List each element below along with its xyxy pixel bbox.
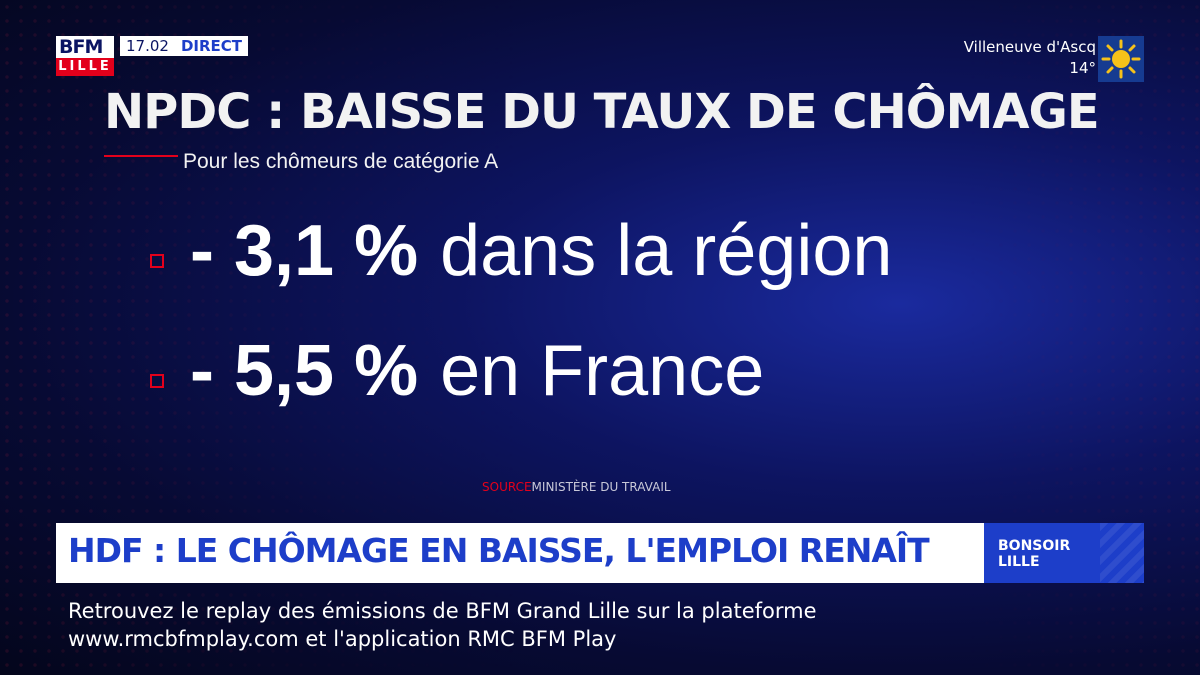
- show-tag-decoration: [1100, 523, 1144, 583]
- live-badge: DIRECT: [174, 37, 249, 55]
- stat-row-france: - 5,5 % en France: [150, 330, 764, 412]
- weather-temperature: 14°: [1069, 59, 1096, 77]
- bullet-square-icon: [150, 374, 164, 388]
- slide-title: NPDC : BAISSE DU TAUX DE CHÔMAGE: [104, 84, 1100, 140]
- slide-subtitle: Pour les chômeurs de catégorie A: [183, 150, 499, 173]
- channel-logo-text: BFM: [56, 36, 114, 58]
- stat-value: - 3,1 %: [190, 211, 419, 291]
- title-divider: [104, 155, 178, 157]
- weather-city: Villeneuve d'Ascq: [963, 38, 1096, 56]
- ticker-line-1: Retrouvez le replay des émissions de BFM…: [68, 599, 817, 623]
- weather-widget: Villeneuve d'Ascq 14°: [964, 38, 1096, 77]
- bullet-square-icon: [150, 254, 164, 268]
- stat-label: en France: [440, 331, 765, 411]
- show-name: BONSOIR LILLE: [998, 538, 1071, 570]
- ticker-line-2: www.rmcbfmplay.com et l'application RMC …: [68, 627, 617, 651]
- stat-row-region: - 3,1 % dans la région: [150, 210, 892, 292]
- sun-icon: [1098, 36, 1144, 82]
- source-credit: SOURCEMINISTÈRE DU TRAVAIL: [482, 480, 671, 494]
- source-label: SOURCE: [482, 480, 532, 494]
- ticker-text: Retrouvez le replay des émissions de BFM…: [68, 597, 817, 653]
- channel-logo: BFM LILLE: [56, 36, 114, 76]
- channel-city: LILLE: [56, 58, 114, 76]
- stat-value: - 5,5 %: [190, 331, 419, 411]
- stat-label: dans la région: [440, 211, 893, 291]
- headline-banner: [56, 523, 984, 583]
- headline-text: HDF : LE CHÔMAGE EN BAISSE, L'EMPLOI REN…: [68, 531, 930, 570]
- clock-time: 17.02: [126, 37, 169, 55]
- live-bar: 17.02 DIRECT: [120, 36, 249, 56]
- source-name: MINISTÈRE DU TRAVAIL: [531, 480, 671, 494]
- show-tag: [984, 523, 1144, 583]
